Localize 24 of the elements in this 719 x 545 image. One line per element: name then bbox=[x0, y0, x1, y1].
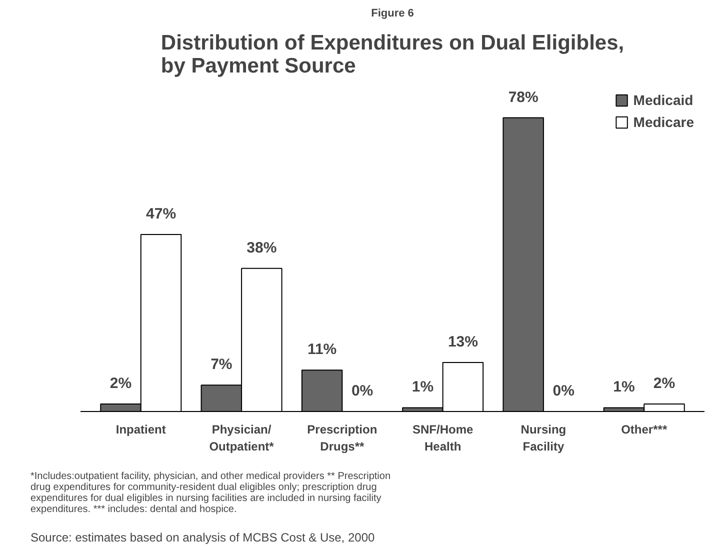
x-tick-label: Prescription Drugs** bbox=[307, 422, 378, 454]
legend-label: Medicare bbox=[633, 114, 694, 130]
data-label: 2% bbox=[653, 374, 676, 392]
data-label: 0% bbox=[552, 382, 574, 400]
legend-label: Medicaid bbox=[633, 92, 694, 108]
source-note: Source: estimates based on analysis of MCBS Cost & Use, 2000 bbox=[30, 530, 375, 544]
data-label: 47% bbox=[146, 205, 176, 222]
data-label: 2% bbox=[110, 374, 132, 392]
data-label: 11% bbox=[307, 341, 337, 358]
data-label: 1% bbox=[613, 378, 635, 396]
x-tick-label: SNF/Home Health bbox=[412, 422, 474, 454]
data-label: 0% bbox=[351, 382, 374, 400]
x-tick-label: Nursing Facility bbox=[520, 422, 566, 454]
data-label: 38% bbox=[246, 239, 277, 256]
data-label: 13% bbox=[448, 334, 478, 351]
data-label: 78% bbox=[508, 88, 538, 106]
x-tick-label: Other*** bbox=[621, 422, 668, 436]
data-label: 7% bbox=[210, 356, 232, 374]
x-tick-label: Inpatient bbox=[116, 422, 166, 436]
text: *Includes:outpatient facility, physician, and other medical providers ** Prescription drug expenditures for community-resident dual eligibles only; prescription drug expenditures for dual eligibles in nursing facilities are included in nursing facility expenditures. *** includes: dental and hospice. bbox=[30, 471, 390, 515]
chart-title: Distribution of Expenditures on Dual Eligibles, by Payment Source bbox=[160, 32, 624, 78]
data-label: 1% bbox=[412, 378, 434, 396]
chart-subtitle: Figure 6 bbox=[371, 8, 414, 20]
x-tick-label: Physician/ Outpatient* bbox=[209, 422, 274, 454]
